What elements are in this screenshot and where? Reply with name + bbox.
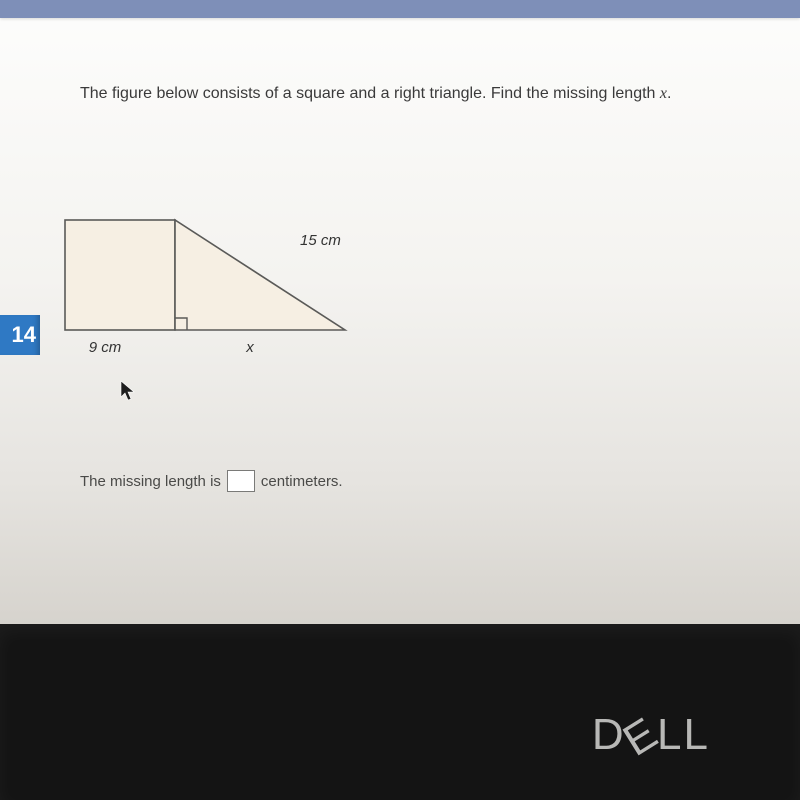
dell-logo: DELL bbox=[592, 710, 710, 760]
answer-prefix: The missing length is bbox=[80, 473, 221, 490]
laptop-bezel: DELL bbox=[0, 624, 800, 800]
answer-units: centimeters. bbox=[261, 473, 343, 490]
figure-svg: 15 cm 9 cm x bbox=[55, 210, 415, 390]
geometry-figure: 15 cm 9 cm x bbox=[55, 210, 415, 390]
question-text: The figure below consists of a square an… bbox=[80, 85, 760, 103]
worksheet-page: The figure below consists of a square an… bbox=[0, 40, 800, 620]
question-suffix: . bbox=[667, 85, 671, 102]
browser-chrome-strip bbox=[0, 0, 800, 18]
mouse-cursor-icon bbox=[120, 380, 136, 402]
answer-input[interactable] bbox=[227, 470, 255, 492]
question-variable: x bbox=[660, 85, 667, 102]
label-square-base: 9 cm bbox=[89, 339, 122, 356]
question-prefix: The figure below consists of a square an… bbox=[80, 85, 660, 102]
problem-number-badge: 14 bbox=[0, 315, 40, 355]
square-shape bbox=[65, 220, 175, 330]
viewport: The figure below consists of a square an… bbox=[0, 0, 800, 800]
label-triangle-base: x bbox=[245, 339, 254, 356]
answer-sentence: The missing length is centimeters. bbox=[80, 470, 343, 492]
label-hypotenuse: 15 cm bbox=[300, 232, 341, 249]
